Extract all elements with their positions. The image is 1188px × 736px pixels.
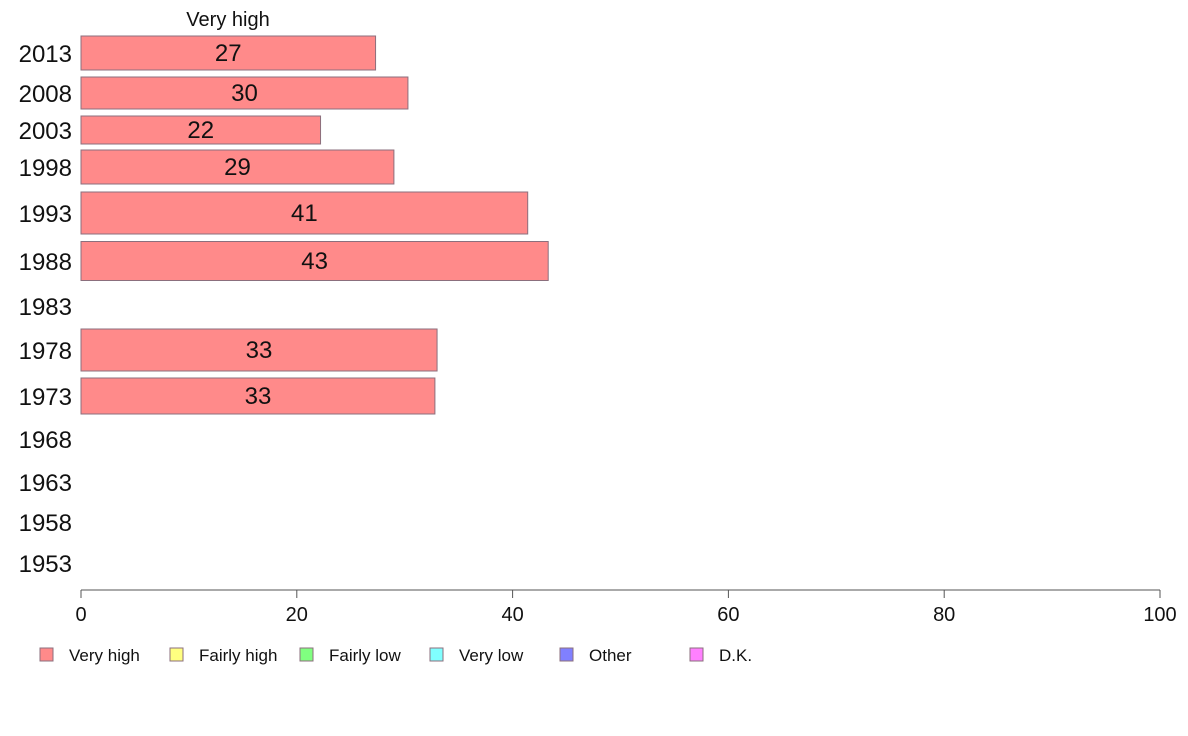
bars-layer: [80, 35, 549, 415]
x-tick-label-20: 20: [286, 604, 308, 626]
legend-swatch-other: [559, 647, 574, 662]
year-label-1958: 1958: [19, 510, 72, 537]
x-tick-label-40: 40: [501, 604, 523, 626]
year-label-1993: 1993: [19, 201, 72, 228]
legend-swatch-fairly-high: [169, 647, 184, 662]
legend-label-other: Other: [589, 646, 632, 665]
year-labels-layer: 2013 2008 2003 1998 1993 1988 1983 1978 1973 1968…: [19, 41, 72, 578]
x-axis: 0 20 40 60 80 100: [75, 589, 1177, 626]
year-label-1998: 1998: [19, 155, 72, 182]
bar-value-label-1993: 41: [291, 200, 318, 227]
legend-label-very-high: Very high: [69, 646, 140, 665]
bar-value-label-1978: 33: [246, 337, 273, 364]
bar-very-high-2003: [80, 115, 322, 145]
x-tick-label-0: 0: [75, 604, 86, 626]
x-tick-label-60: 60: [717, 604, 739, 626]
bar-value-label-2013: 27: [215, 40, 242, 67]
bar-value-label-1998: 29: [224, 154, 251, 181]
legend-swatch-d-k-: [689, 647, 704, 662]
year-label-1963: 1963: [19, 470, 72, 497]
x-tick-label-80: 80: [933, 604, 955, 626]
bar-labels-layer: 27 30 22 29 41 43 33 33: [187, 40, 328, 410]
legend-label-fairly-low: Fairly low: [329, 646, 402, 665]
bar-very-high-1998: [80, 149, 395, 185]
year-label-1983: 1983: [19, 294, 72, 321]
legend-swatch-very-low: [429, 647, 444, 662]
year-label-2003: 2003: [19, 118, 72, 145]
year-label-2013: 2013: [19, 41, 72, 68]
year-label-1973: 1973: [19, 384, 72, 411]
bar-very-high-2013: [80, 35, 377, 71]
bar-very-high-2008: [80, 76, 409, 110]
legend-label-very-low: Very low: [459, 646, 524, 665]
bar-value-label-1988: 43: [301, 248, 328, 275]
x-tick-label-100: 100: [1143, 604, 1176, 626]
bar-very-high-1993: [80, 191, 529, 235]
bar-very-high-1973: [80, 377, 436, 415]
legend-swatch-fairly-low: [299, 647, 314, 662]
year-label-2008: 2008: [19, 81, 72, 108]
year-label-1988: 1988: [19, 249, 72, 276]
year-label-1978: 1978: [19, 338, 72, 365]
legend-swatch-very-high: [39, 647, 54, 662]
legend-label-d-k-: D.K.: [719, 646, 752, 665]
year-label-1968: 1968: [19, 427, 72, 454]
legend-label-fairly-high: Fairly high: [199, 646, 277, 665]
bar-very-high-1978: [80, 328, 438, 372]
series-title: Very high: [186, 9, 269, 31]
bar-value-label-2003: 22: [187, 117, 214, 144]
bar-value-label-2008: 30: [231, 80, 258, 107]
legend: Very high Fairly high Fairly low Very low Ot…: [39, 646, 752, 665]
bar-very-high-1988: [80, 241, 549, 281]
bar-value-label-1973: 33: [245, 383, 272, 410]
year-label-1953: 1953: [19, 551, 72, 578]
